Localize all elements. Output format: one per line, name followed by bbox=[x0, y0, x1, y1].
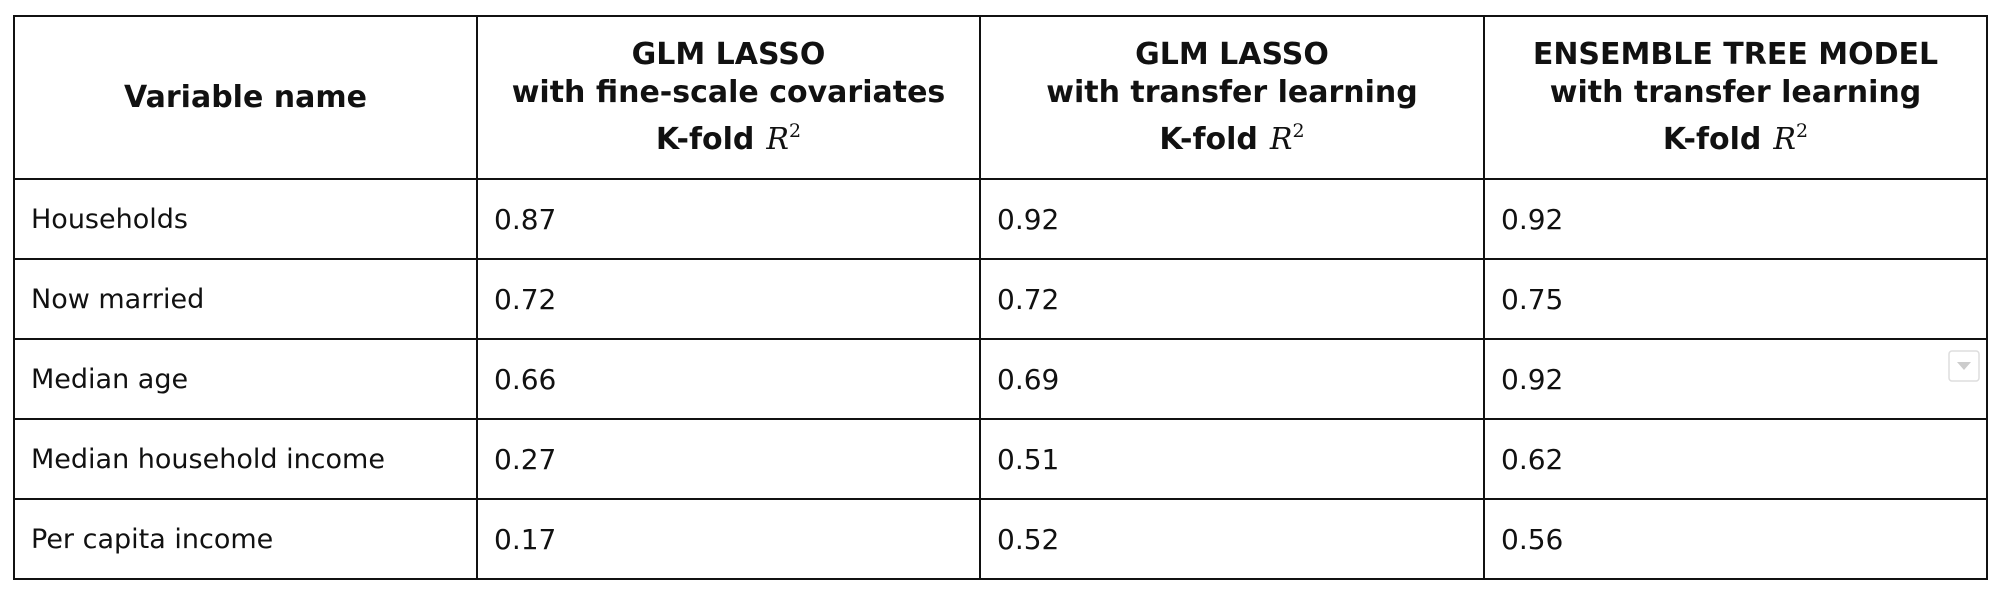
header-line: with fine-scale covariates bbox=[511, 75, 946, 110]
dropdown-button[interactable] bbox=[1948, 350, 1980, 382]
table-row: Now married 0.72 0.72 0.75 bbox=[13, 258, 1988, 340]
metric-symbol: R2 bbox=[766, 120, 802, 157]
variable-name: Median age bbox=[13, 338, 478, 420]
header-row: Variable name GLM LASSO with fine-scale co… bbox=[13, 15, 1988, 180]
variable-name: Median household income bbox=[13, 418, 478, 500]
r2-value: 0.92 bbox=[1483, 178, 1988, 260]
table-body: Households 0.87 0.92 0.92 Now married 0.72 0.7… bbox=[13, 178, 1988, 580]
metric-exponent: 2 bbox=[1796, 120, 1809, 142]
table-row: Per capita income 0.17 0.52 0.56 bbox=[13, 498, 1988, 580]
header-metric-line: K-fold R2 bbox=[488, 112, 969, 159]
header-line: with transfer learning bbox=[1549, 75, 1922, 110]
r2-value: 0.87 bbox=[476, 178, 981, 260]
r2-value: 0.75 bbox=[1483, 258, 1988, 340]
metric-symbol: R2 bbox=[1773, 120, 1809, 157]
header-cell: ENSEMBLE TREE MODEL with transfer learnin… bbox=[1483, 15, 1988, 180]
r2-value: 0.52 bbox=[979, 498, 1485, 580]
header-line: ENSEMBLE TREE MODEL bbox=[1532, 37, 1939, 72]
r2-value: 0.72 bbox=[979, 258, 1485, 340]
variable-name: Per capita income bbox=[13, 498, 478, 580]
header-line: Variable name bbox=[124, 79, 367, 115]
metric-label: K-fold bbox=[1159, 122, 1258, 157]
header-cell: GLM LASSO with transfer learning K-fold R2 bbox=[979, 15, 1485, 180]
r2-value: 0.56 bbox=[1483, 498, 1988, 580]
r2-value: 0.69 bbox=[979, 338, 1485, 420]
table-row: Median household income 0.27 0.51 0.62 bbox=[13, 418, 1988, 500]
table-row: Households 0.87 0.92 0.92 bbox=[13, 178, 1988, 260]
r2-value: 0.92 bbox=[979, 178, 1485, 260]
header-cell: Variable name bbox=[13, 15, 478, 180]
variable-name: Now married bbox=[13, 258, 478, 340]
r2-value: 0.51 bbox=[979, 418, 1485, 500]
header-line: GLM LASSO bbox=[1135, 37, 1329, 72]
metric-symbol: R2 bbox=[1269, 120, 1305, 157]
metric-exponent: 2 bbox=[789, 120, 802, 142]
variable-name: Households bbox=[13, 178, 478, 260]
header-metric-line: K-fold R2 bbox=[1495, 112, 1976, 159]
r2-value: 0.92 bbox=[1483, 338, 1988, 420]
r2-value: 0.27 bbox=[476, 418, 981, 500]
metric-label: K-fold bbox=[655, 122, 755, 157]
r2-value: 0.72 bbox=[476, 258, 981, 340]
r2-value: 0.17 bbox=[476, 498, 981, 580]
header-line: with transfer learning bbox=[1046, 75, 1418, 110]
metric-exponent: 2 bbox=[1292, 120, 1305, 142]
header-metric-line: K-fold R2 bbox=[991, 112, 1473, 159]
r2-value: 0.66 bbox=[476, 338, 981, 420]
header-cell: GLM LASSO with fine-scale covariates K-fol… bbox=[476, 15, 981, 180]
r2-value: 0.62 bbox=[1483, 418, 1988, 500]
results-table: Variable name GLM LASSO with fine-scale co… bbox=[13, 15, 1988, 580]
table-row: Median age 0.66 0.69 0.92 bbox=[13, 338, 1988, 420]
header-line: GLM LASSO bbox=[631, 37, 826, 72]
metric-label: K-fold bbox=[1662, 122, 1762, 157]
